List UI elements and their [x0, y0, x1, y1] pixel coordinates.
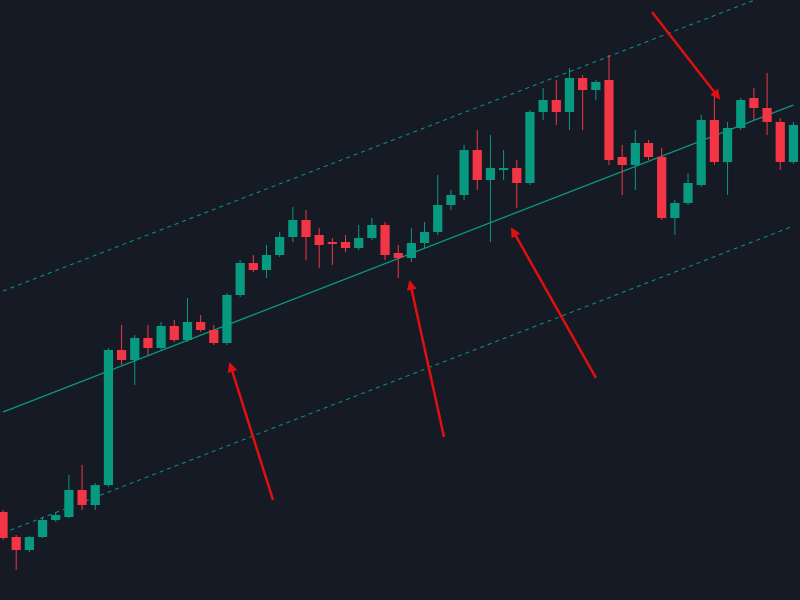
candle-body: [24, 537, 34, 550]
candle-body: [288, 220, 298, 237]
arrow: [227, 362, 275, 501]
candle-body: [762, 108, 772, 122]
candle-body: [498, 168, 509, 170]
candle-body: [657, 157, 667, 218]
candle-body: [433, 205, 443, 232]
candle-body: [196, 322, 206, 330]
candle-body: [37, 520, 48, 537]
candle-body: [314, 235, 324, 245]
candle-body: [604, 80, 614, 160]
candle-body: [116, 350, 127, 360]
candle-body: [354, 238, 364, 248]
candle-body: [446, 195, 456, 205]
candle-body: [617, 157, 627, 165]
candle-body: [472, 150, 482, 180]
candle-body: [64, 490, 74, 517]
candle-body: [709, 120, 719, 162]
candle-body: [749, 98, 759, 108]
channel-lower: [2, 225, 794, 534]
candle-body: [538, 100, 548, 112]
plot-area: [0, 0, 799, 570]
candle-body: [512, 168, 522, 183]
candle-body: [722, 128, 733, 162]
candle-body: [578, 78, 588, 90]
candle-body: [683, 183, 693, 203]
candle-body: [169, 326, 179, 340]
candle-body: [182, 322, 193, 340]
candle-body: [340, 242, 351, 248]
candle-body: [670, 203, 680, 218]
arrow: [510, 227, 598, 379]
candle-body: [630, 143, 640, 165]
candle-body: [156, 326, 166, 348]
candle-body: [130, 338, 140, 360]
candle-body: [788, 125, 799, 162]
candle-body: [485, 168, 496, 180]
candle-body: [222, 295, 232, 343]
candle-body: [406, 243, 417, 258]
candle-body: [564, 78, 575, 112]
candle-body: [235, 263, 245, 295]
candle-body: [525, 112, 535, 183]
candle-body: [77, 490, 87, 505]
candle-body: [301, 220, 311, 237]
candle-body: [275, 237, 285, 255]
candle-body: [419, 232, 430, 243]
channel-upper: [2, 0, 757, 292]
candle-body: [0, 512, 8, 538]
candle-body: [367, 225, 377, 238]
candle-body: [261, 255, 272, 270]
arrow: [651, 11, 721, 100]
candle-body: [393, 253, 403, 258]
candle-body: [248, 263, 258, 270]
candle-body: [327, 242, 337, 244]
candle-body: [775, 122, 785, 162]
candle-body: [459, 150, 469, 195]
candle-body: [51, 515, 61, 520]
candle-body: [209, 330, 219, 343]
candle-body: [11, 537, 21, 550]
candle-body: [736, 100, 746, 128]
candle-body: [143, 338, 153, 348]
candle-body: [551, 100, 561, 112]
candle-body: [90, 485, 100, 505]
candle-body: [696, 120, 706, 185]
candle-body: [591, 82, 601, 90]
arrow: [406, 280, 446, 438]
candle-body: [380, 225, 390, 255]
candle-body: [643, 143, 654, 157]
annotation-arrows: [227, 11, 721, 501]
candle-body: [103, 350, 114, 485]
